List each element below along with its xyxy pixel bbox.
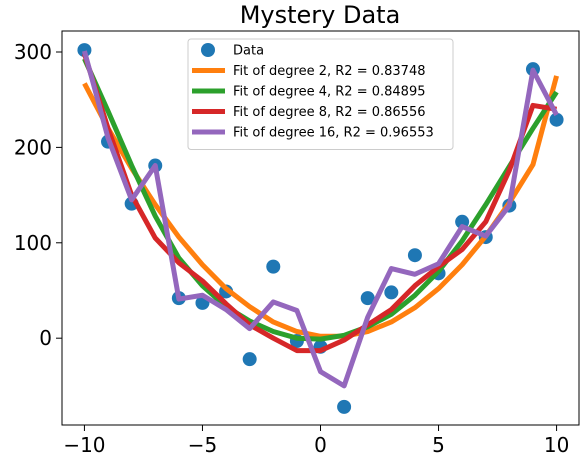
y-tick-label: 300 bbox=[14, 40, 52, 64]
fit-line-4 bbox=[82, 50, 559, 389]
plot-area bbox=[77, 43, 564, 414]
data-point bbox=[549, 112, 564, 127]
data-point bbox=[407, 248, 422, 263]
chart-title: Mystery Data bbox=[240, 1, 401, 29]
legend-box bbox=[187, 38, 454, 150]
legend-label: Fit of degree 2, R2 = 0.83748 bbox=[233, 64, 425, 79]
y-tick-label: 200 bbox=[14, 135, 52, 159]
fit-line-2 bbox=[82, 57, 559, 342]
x-tick-label: −10 bbox=[63, 433, 105, 457]
legend-label: Fit of degree 4, R2 = 0.84895 bbox=[233, 85, 425, 100]
legend: Data Fit of degree 2, R2 = 0.83748 Fit of … bbox=[187, 38, 454, 150]
x-tick-label: −5 bbox=[188, 433, 217, 457]
data-point bbox=[360, 291, 375, 306]
x-tick-label: 0 bbox=[314, 433, 327, 457]
data-point bbox=[242, 352, 257, 367]
data-point bbox=[266, 259, 281, 274]
legend-label: Data bbox=[233, 44, 264, 59]
x-tick-label: 10 bbox=[544, 433, 569, 457]
legend-label: Fit of degree 8, R2 = 0.86556 bbox=[233, 105, 425, 120]
y-tick-label: 0 bbox=[39, 326, 52, 350]
legend-label: Fit of degree 16, R2 = 0.96553 bbox=[233, 126, 434, 141]
legend-marker bbox=[201, 43, 215, 57]
x-tick-label: 5 bbox=[432, 433, 445, 457]
y-tick-label: 100 bbox=[14, 231, 52, 255]
data-point bbox=[384, 285, 399, 300]
data-point bbox=[337, 399, 352, 414]
data-point bbox=[77, 43, 92, 58]
